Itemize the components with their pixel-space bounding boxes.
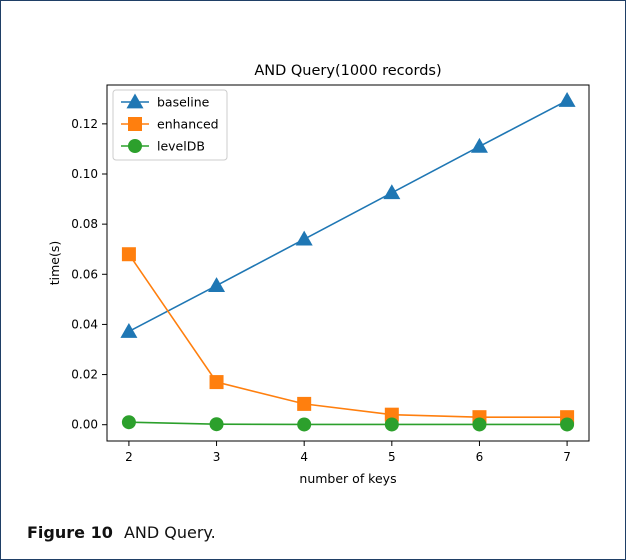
data-point-baseline xyxy=(470,137,488,153)
data-point-enhanced xyxy=(121,247,136,262)
y-tick-label: 0.04 xyxy=(71,317,98,331)
figure-caption: Figure 10 AND Query. xyxy=(27,523,216,542)
line-chart: AND Query(1000 records) 2 3 4 5 6 7 0.00 0.02 0.0… xyxy=(47,63,590,486)
data-point-levelDB xyxy=(472,417,487,432)
y-tick-label: 0.00 xyxy=(71,418,98,432)
data-point-baseline xyxy=(558,92,576,107)
x-tick-label: 2 xyxy=(125,450,133,464)
y-tick-label: 0.10 xyxy=(71,167,98,181)
y-tick-label: 0.06 xyxy=(71,267,98,281)
data-point-enhanced xyxy=(384,407,399,422)
y-axis-label: time(s) xyxy=(47,241,62,286)
data-point-enhanced xyxy=(297,396,312,411)
data-point-baseline xyxy=(208,277,226,292)
figure-caption-label: Figure 10 xyxy=(27,523,113,542)
data-point-levelDB xyxy=(209,417,224,432)
data-point-enhanced xyxy=(209,375,224,390)
legend-entry: enhanced xyxy=(157,117,219,132)
data-point-levelDB xyxy=(121,415,136,430)
legend-swatch-marker xyxy=(128,139,142,153)
data-point-levelDB xyxy=(560,417,575,432)
data-point-baseline xyxy=(383,184,401,200)
y-tick-label: 0.08 xyxy=(71,217,98,231)
x-axis-label: number of keys xyxy=(299,471,396,486)
x-tick-label: 7 xyxy=(563,450,571,464)
series-line-enhanced xyxy=(128,253,568,418)
data-point-levelDB xyxy=(384,417,399,432)
series-line-baseline xyxy=(128,99,568,333)
data-point-baseline xyxy=(120,322,138,338)
plot-area-frame xyxy=(106,84,590,442)
figure-caption-text: AND Query. xyxy=(123,523,216,542)
legend-entry: baseline xyxy=(157,95,210,110)
x-tick-label: 5 xyxy=(388,450,396,464)
data-point-baseline xyxy=(295,230,313,246)
legend-entry: levelDB xyxy=(157,139,205,154)
series-line-levelDB xyxy=(128,421,568,426)
legend-swatch-marker xyxy=(128,117,142,131)
y-tick-label: 0.12 xyxy=(71,117,98,131)
data-point-levelDB xyxy=(297,417,312,432)
x-tick-label: 4 xyxy=(300,450,308,464)
chart-title: AND Query(1000 records) xyxy=(254,63,441,79)
x-tick-label: 3 xyxy=(213,450,221,464)
legend-swatch-marker xyxy=(126,93,144,109)
x-tick-label: 6 xyxy=(476,450,484,464)
y-tick-label: 0.02 xyxy=(71,368,98,382)
